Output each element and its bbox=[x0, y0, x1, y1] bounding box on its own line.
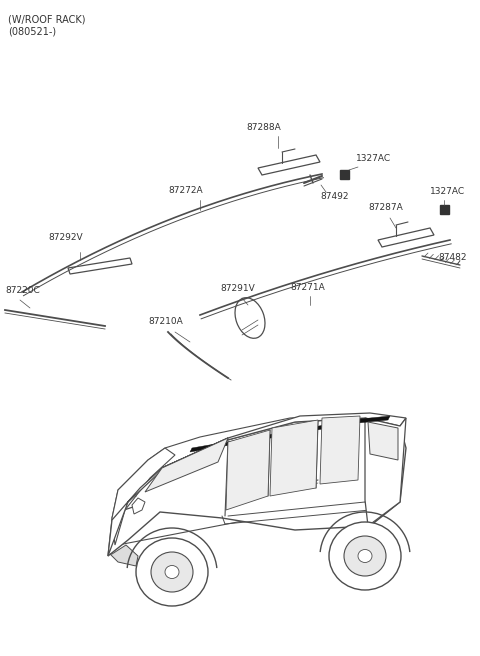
Polygon shape bbox=[348, 416, 390, 424]
Ellipse shape bbox=[329, 522, 401, 590]
Polygon shape bbox=[320, 416, 360, 484]
Text: 87287A: 87287A bbox=[368, 203, 403, 212]
Text: 87288A: 87288A bbox=[247, 123, 281, 132]
Ellipse shape bbox=[344, 536, 386, 576]
Ellipse shape bbox=[165, 565, 179, 579]
Polygon shape bbox=[270, 420, 318, 496]
Polygon shape bbox=[162, 413, 406, 468]
Text: 87492: 87492 bbox=[320, 192, 348, 201]
Polygon shape bbox=[378, 228, 434, 247]
Text: 87482: 87482 bbox=[438, 253, 467, 262]
Polygon shape bbox=[108, 438, 228, 556]
Text: 1327AC: 1327AC bbox=[430, 187, 465, 196]
Text: 1327AC: 1327AC bbox=[356, 154, 391, 163]
Text: 87292V: 87292V bbox=[48, 233, 83, 242]
Ellipse shape bbox=[358, 550, 372, 562]
Text: 87210A: 87210A bbox=[148, 317, 183, 326]
Polygon shape bbox=[368, 422, 398, 460]
Polygon shape bbox=[190, 422, 342, 452]
Text: 87272A: 87272A bbox=[168, 186, 203, 195]
Polygon shape bbox=[112, 448, 175, 545]
Ellipse shape bbox=[136, 538, 208, 606]
Polygon shape bbox=[112, 415, 398, 545]
Text: (W/ROOF RACK): (W/ROOF RACK) bbox=[8, 14, 85, 24]
Polygon shape bbox=[110, 545, 138, 566]
Text: 87271A: 87271A bbox=[290, 283, 325, 292]
Polygon shape bbox=[365, 418, 406, 526]
Polygon shape bbox=[68, 258, 132, 274]
Ellipse shape bbox=[151, 552, 193, 592]
Bar bbox=[440, 205, 449, 214]
Text: 87291V: 87291V bbox=[220, 284, 255, 293]
Polygon shape bbox=[258, 155, 320, 175]
Text: (080521-): (080521-) bbox=[8, 26, 56, 36]
Polygon shape bbox=[226, 430, 270, 510]
Bar bbox=[340, 170, 349, 179]
Ellipse shape bbox=[235, 298, 265, 338]
Text: 87220C: 87220C bbox=[5, 286, 40, 295]
Polygon shape bbox=[108, 418, 406, 556]
Polygon shape bbox=[132, 498, 145, 514]
Polygon shape bbox=[145, 438, 228, 492]
